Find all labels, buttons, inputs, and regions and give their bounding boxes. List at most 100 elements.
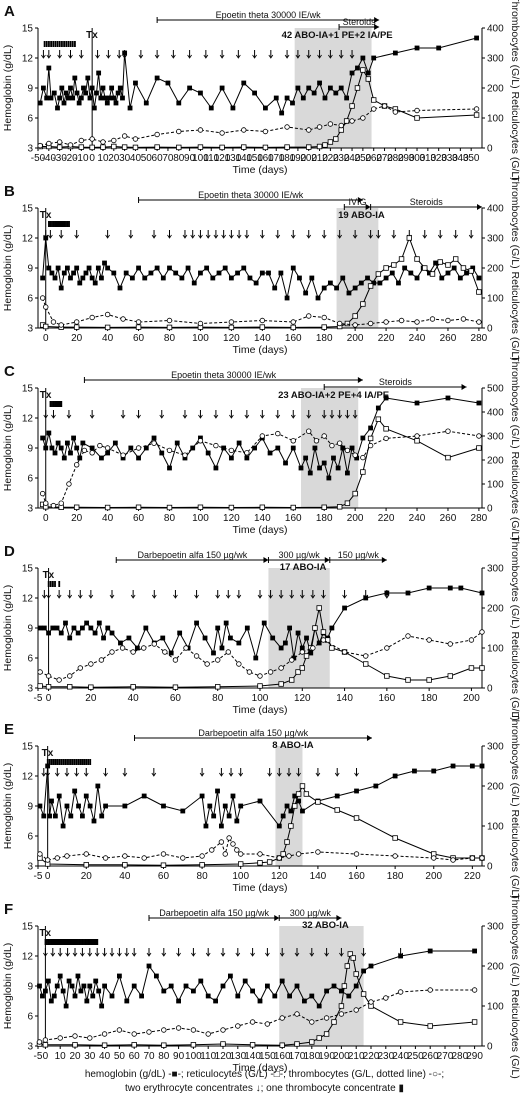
thrombocyte-concentrate-mark <box>60 759 63 765</box>
treatment-period-arrowhead <box>366 735 372 741</box>
point-hemoglobin <box>207 803 213 809</box>
point-hemoglobin <box>290 100 295 106</box>
erythrocyte-arrowhead <box>57 952 63 957</box>
x-tick-label: 70 <box>162 153 174 164</box>
point-hemoglobin <box>78 988 84 994</box>
point-hemoglobin <box>129 275 135 281</box>
x-tick-label: 90 <box>184 153 196 164</box>
point-hemoglobin <box>43 445 49 451</box>
point-hemoglobin <box>244 625 250 631</box>
apheresis-label: 17 ABO-IA <box>280 562 327 573</box>
panel-letter: F <box>4 901 13 918</box>
point-hemoglobin <box>49 270 55 276</box>
point-reticulocytes <box>352 313 358 319</box>
thrombocyte-concentrate-mark <box>81 759 84 765</box>
point-thrombocytes <box>476 319 482 325</box>
point-hemoglobin <box>470 265 476 271</box>
thrombocyte-concentrate-mark <box>89 759 92 765</box>
point-hemoglobin <box>236 440 242 446</box>
erythrocyte-arrowhead <box>268 594 273 599</box>
point-hemoglobin <box>208 105 214 111</box>
point-thrombocytes <box>431 855 437 861</box>
point-thrombocytes <box>426 637 432 643</box>
y-left-tick-label: 6 <box>27 654 33 665</box>
legend-line-2: two erythrocyte concentrates ↓; one thro… <box>125 1083 404 1094</box>
point-reticulocytes <box>360 301 366 307</box>
erythrocyte-arrowhead <box>306 54 312 59</box>
point-hemoglobin <box>102 260 107 266</box>
y-right-tick-label: 0 <box>487 144 493 155</box>
point-hemoglobin <box>228 635 233 641</box>
x-tick-label: -30 <box>52 153 67 164</box>
point-thrombocytes <box>151 641 157 647</box>
point-reticulocytes <box>315 799 321 805</box>
erythrocyte-arrowhead <box>138 54 144 59</box>
y-right-tick-label: 200 <box>487 782 504 793</box>
point-reticulocytes <box>111 143 117 150</box>
x-tick-label: 140 <box>254 513 271 524</box>
x-tick-label: 200 <box>333 1051 350 1062</box>
erythrocyte-arrowhead <box>219 772 224 777</box>
point-thrombocytes <box>353 1007 359 1013</box>
point-thrombocytes <box>104 311 111 318</box>
erythrocyte-arrowhead <box>244 414 250 419</box>
erythrocyte-arrowhead <box>198 414 203 419</box>
point-hemoglobin <box>77 280 83 286</box>
point-hemoglobin <box>476 275 482 281</box>
x-tick-label: 210 <box>311 153 328 164</box>
point-reticulocytes <box>228 504 235 511</box>
x-tick-label: 160 <box>285 333 302 344</box>
point-reticulocytes <box>122 862 128 868</box>
point-thrombocytes <box>89 314 95 321</box>
thrombocyte-concentrate-mark <box>45 41 48 47</box>
point-thrombocytes <box>259 317 266 324</box>
point-reticulocytes <box>288 823 294 829</box>
point-reticulocytes <box>363 661 369 667</box>
point-reticulocytes <box>405 677 411 683</box>
erythrocyte-arrowhead <box>116 54 122 59</box>
x-tick-label: 280 <box>471 333 488 344</box>
x-tick-label: 180 <box>279 153 296 164</box>
point-thrombocytes <box>204 661 210 667</box>
thrombocyte-concentrate-mark <box>62 939 65 945</box>
point-reticulocytes <box>73 324 80 330</box>
point-hemoglobin <box>368 963 374 969</box>
thrombocyte-concentrate-mark <box>49 401 52 407</box>
point-reticulocytes <box>352 490 358 497</box>
point-hemoglobin <box>242 978 248 984</box>
point-hemoglobin <box>312 445 318 451</box>
point-reticulocytes <box>327 139 334 145</box>
point-hemoglobin <box>355 65 360 71</box>
y-left-tick-label: 9 <box>27 802 33 813</box>
point-reticulocytes <box>249 1042 256 1048</box>
x-tick-label: 120 <box>223 333 240 344</box>
point-hemoglobin <box>215 625 221 631</box>
point-hemoglobin <box>353 983 359 989</box>
point-hemoglobin <box>51 993 57 999</box>
point-hemoglobin <box>247 275 253 281</box>
erythrocyte-arrowhead <box>161 952 167 957</box>
point-hemoglobin <box>257 998 263 1004</box>
x-tick-label: 190 <box>318 1051 335 1062</box>
point-reticulocytes <box>292 803 298 809</box>
point-hemoglobin <box>81 85 86 91</box>
point-hemoglobin <box>80 440 86 446</box>
point-hemoglobin <box>128 445 134 451</box>
point-hemoglobin <box>141 793 147 799</box>
thrombocyte-concentrate-mark <box>52 939 54 945</box>
point-reticulocytes <box>476 445 482 451</box>
point-thrombocytes <box>130 649 136 655</box>
erythrocyte-arrowhead <box>352 414 358 419</box>
point-reticulocytes <box>172 684 179 690</box>
erythrocyte-arrowhead <box>236 54 241 59</box>
point-hemoglobin <box>142 275 148 281</box>
point-hemoglobin <box>427 270 432 276</box>
thrombocyte-concentrate-mark <box>52 581 54 587</box>
thrombocyte-concentrate-mark <box>68 221 70 227</box>
x-tick-label: 20 <box>71 333 83 344</box>
point-hemoglobin <box>439 275 445 281</box>
point-thrombocytes <box>349 118 355 124</box>
y-right-axis-title: Thrombocytes (G/L) Reticulocytes (G/L) <box>509 0 521 181</box>
erythrocyte-arrowhead <box>65 952 70 957</box>
x-tick-label: 0 <box>43 513 49 524</box>
